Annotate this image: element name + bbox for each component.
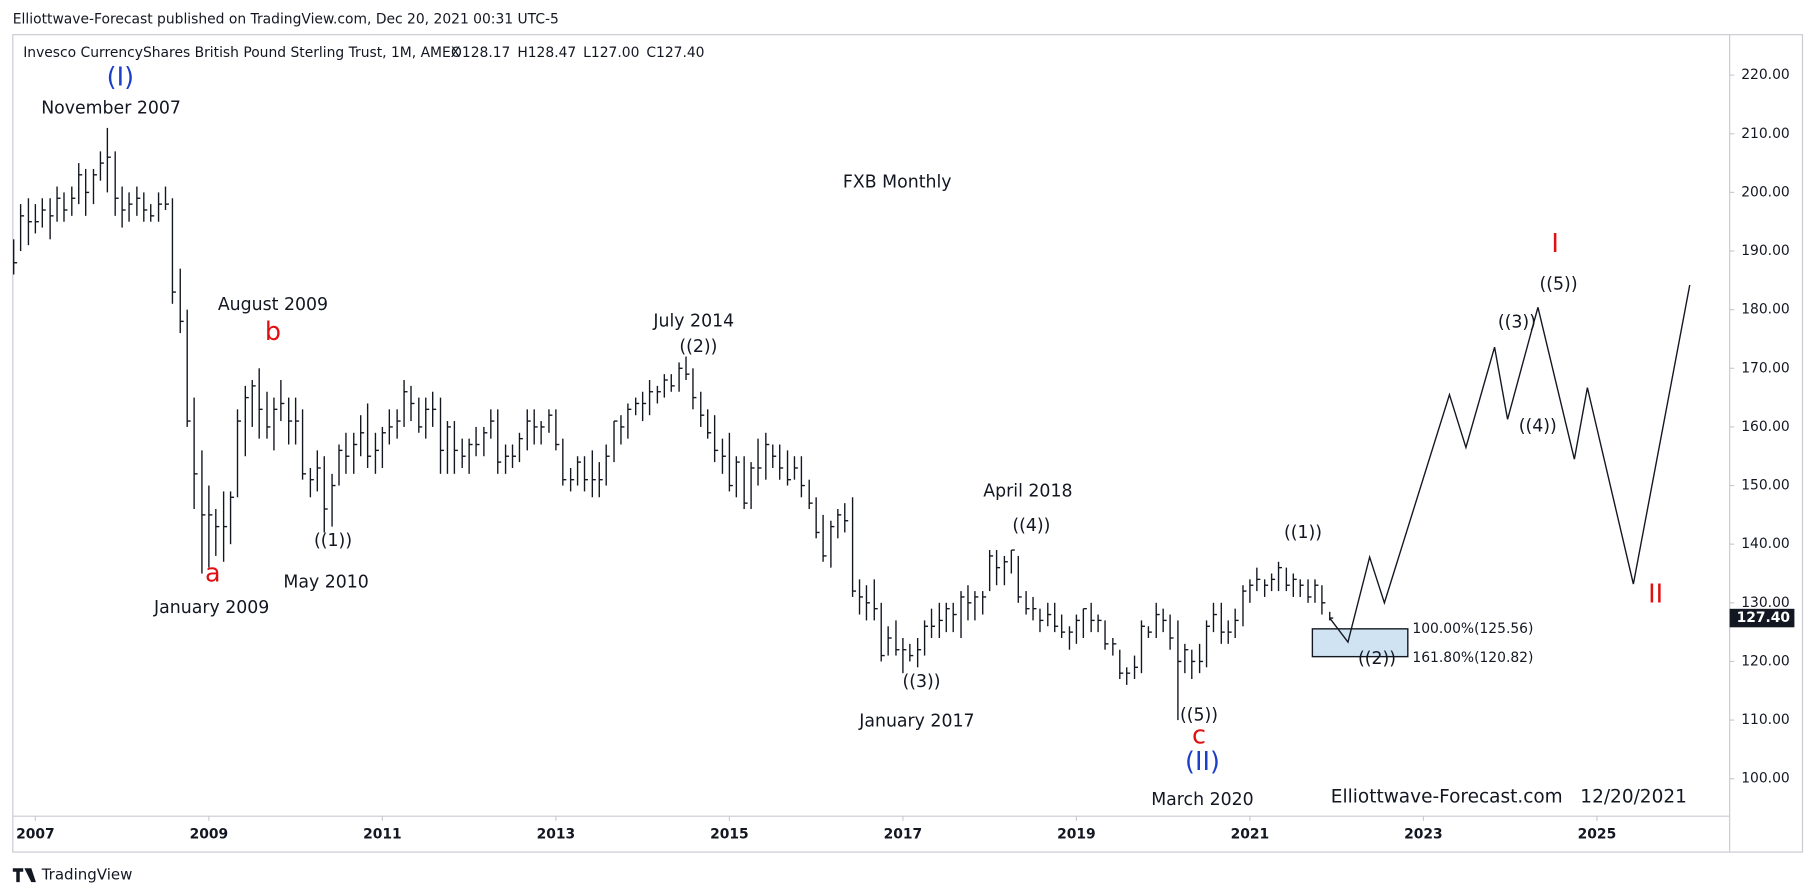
y-tick-label: 120.00 bbox=[1741, 653, 1789, 669]
fib-box bbox=[1311, 628, 1409, 658]
wave-label: ((1)) bbox=[314, 531, 352, 551]
x-tick-label: 2019 bbox=[1057, 827, 1096, 843]
y-tick-label: 140.00 bbox=[1741, 536, 1789, 552]
wave-label: January 2009 bbox=[153, 598, 269, 618]
y-tick-label: 180.00 bbox=[1741, 302, 1789, 318]
x-tick-label: 2009 bbox=[190, 827, 229, 843]
watermark: Elliottwave-Forecast.com 12/20/2021 bbox=[1331, 787, 1687, 808]
header: Elliottwave-Forecast published on Tradin… bbox=[13, 12, 559, 28]
wave-label: b bbox=[265, 316, 281, 346]
y-tick-label: 150.00 bbox=[1741, 478, 1789, 494]
y-tick-label: 200.00 bbox=[1741, 184, 1789, 200]
x-tick-label: 2015 bbox=[710, 827, 749, 843]
x-tick-label: 2013 bbox=[537, 827, 576, 843]
ohlc-legend: L127.00 bbox=[583, 45, 639, 61]
y-tick-label: 220.00 bbox=[1741, 67, 1789, 83]
y-tick-label: 160.00 bbox=[1741, 419, 1789, 435]
projection-line bbox=[1329, 284, 1691, 644]
wave-label: ((1)) bbox=[1284, 523, 1322, 543]
fib-label: 100.00%(125.56) bbox=[1412, 621, 1533, 637]
y-tick-label: 130.00 bbox=[1741, 595, 1789, 611]
y-tick-label: 110.00 bbox=[1741, 712, 1789, 728]
wave-label: II bbox=[1648, 578, 1663, 608]
last-price-tag bbox=[1729, 608, 1795, 628]
x-tick-label: 2011 bbox=[363, 827, 402, 843]
wave-label: ((4)) bbox=[1519, 417, 1557, 437]
wave-label: ((2)) bbox=[1358, 649, 1396, 669]
y-tick-label: 170.00 bbox=[1741, 360, 1789, 376]
wave-label: ((4)) bbox=[1012, 516, 1050, 536]
wave-label: ((3)) bbox=[902, 672, 940, 692]
chart-frame bbox=[12, 34, 1804, 853]
fib-label: 161.80%(120.82) bbox=[1412, 650, 1533, 666]
wave-label: March 2020 bbox=[1151, 790, 1253, 810]
wave-label: ((5)) bbox=[1180, 706, 1218, 726]
y-tick-label: 100.00 bbox=[1741, 771, 1789, 787]
wave-label: January 2017 bbox=[858, 711, 974, 731]
wave-label: (I) bbox=[107, 62, 134, 92]
wave-label: a bbox=[205, 558, 221, 588]
wave-label: July 2014 bbox=[652, 311, 734, 331]
x-tick-label: 2021 bbox=[1231, 827, 1270, 843]
y-tick-label: 190.00 bbox=[1741, 243, 1789, 259]
wave-label: ((5)) bbox=[1540, 274, 1578, 294]
wave-label: May 2010 bbox=[283, 573, 368, 593]
wave-label: ((3)) bbox=[1498, 313, 1536, 333]
wave-label: April 2018 bbox=[983, 481, 1072, 501]
wave-label: (II) bbox=[1185, 746, 1220, 776]
x-tick-label: 2023 bbox=[1404, 827, 1443, 843]
tv-logo bbox=[12, 868, 36, 883]
footer: TradingView bbox=[41, 866, 133, 884]
y-tick-label: 210.00 bbox=[1741, 126, 1789, 142]
wave-label: c bbox=[1192, 719, 1206, 749]
wave-label: August 2009 bbox=[218, 295, 328, 315]
wave-label: ((2)) bbox=[679, 337, 717, 357]
symbol: Invesco CurrencyShares British Pound Ste… bbox=[23, 45, 461, 61]
x-tick-label: 2025 bbox=[1578, 827, 1617, 843]
wave-label: I bbox=[1551, 228, 1559, 258]
ohlc-legend: C127.40 bbox=[646, 45, 704, 61]
chart-title: FXB Monthly bbox=[843, 173, 952, 193]
x-tick-label: 2017 bbox=[884, 827, 923, 843]
last-price-label: 127.40 bbox=[1737, 610, 1790, 626]
ohlc-legend: O128.17 bbox=[451, 45, 510, 61]
ohlc-legend: H128.47 bbox=[517, 45, 576, 61]
x-tick-label: 2007 bbox=[16, 827, 55, 843]
wave-label: November 2007 bbox=[41, 99, 181, 119]
